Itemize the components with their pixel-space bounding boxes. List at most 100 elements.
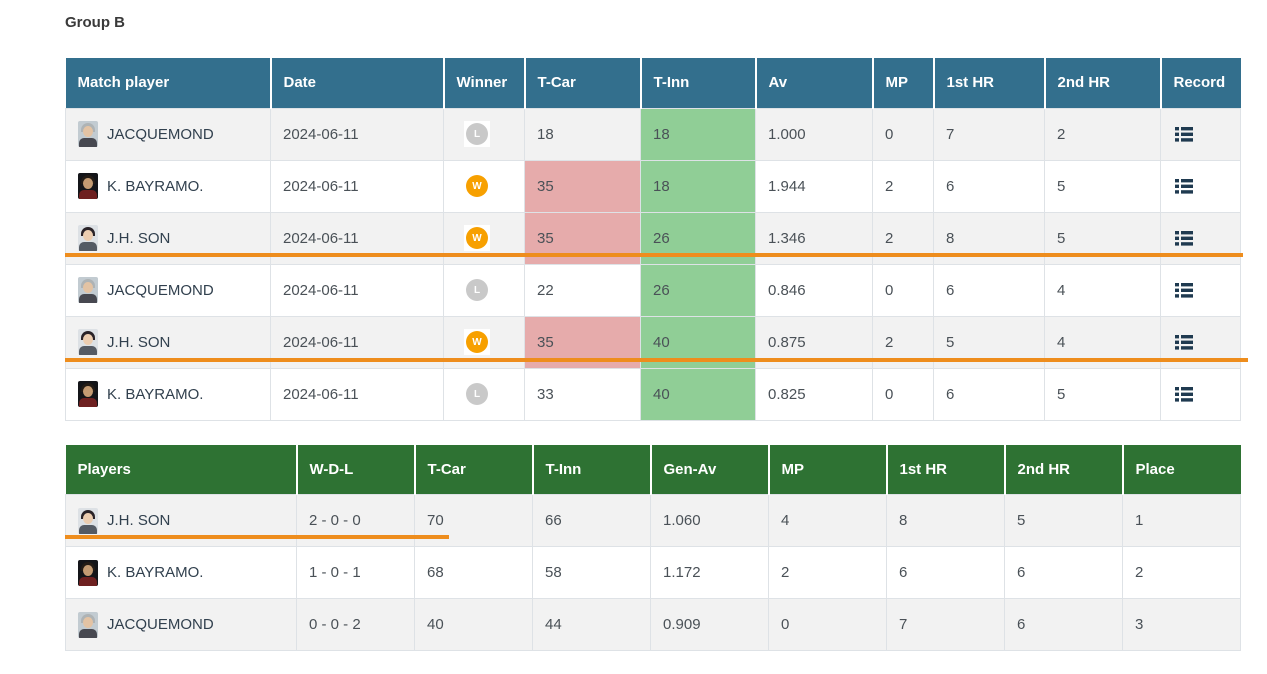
second-hr-cell: 5: [1004, 494, 1123, 547]
standings-row[interactable]: JACQUEMOND 0 - 0 - 2 40 44 0.909 0 7 6 3: [65, 598, 1241, 651]
match-results-table: Match player Date Winner T-Car T-Inn Av …: [65, 58, 1241, 421]
standings-table: Players W-D-L T-Car T-Inn Gen-Av MP 1st …: [65, 444, 1241, 651]
mp-cell: 0: [872, 107, 934, 161]
match-row[interactable]: K. BAYRAMO. 2024-06-11 W 35 18 1.944 2 6…: [65, 159, 1241, 213]
tcar-cell: 70: [414, 494, 533, 547]
tcar-cell: 18: [524, 107, 641, 161]
winner-cell: W: [443, 159, 525, 213]
match-results-table-wrap: Match player Date Winner T-Car T-Inn Av …: [65, 58, 1248, 421]
header-date: Date: [270, 58, 445, 108]
standings-row[interactable]: K. BAYRAMO. 1 - 0 - 1 68 58 1.172 2 6 6 …: [65, 546, 1241, 599]
player-cell: J.H. SON: [65, 211, 271, 265]
record-cell: [1160, 211, 1241, 265]
player-cell: K. BAYRAMO.: [65, 546, 297, 599]
player-name: JACQUEMOND: [107, 125, 214, 143]
first-hr-cell: 6: [933, 367, 1045, 421]
tinn-cell: 40: [640, 367, 756, 421]
header-mp: MP: [872, 58, 935, 108]
player-cell: J.H. SON: [65, 315, 271, 369]
first-hr-cell: 6: [933, 159, 1045, 213]
record-cell: [1160, 159, 1241, 213]
result-letter: W: [466, 227, 488, 249]
tcar-cell: 22: [524, 263, 641, 317]
header-mp: MP: [768, 444, 888, 495]
record-list-icon[interactable]: [1175, 387, 1193, 402]
header-tinn: T-Inn: [532, 444, 652, 495]
result-letter: W: [466, 175, 488, 197]
average-cell: 0.825: [755, 367, 873, 421]
date-cell: 2024-06-11: [270, 315, 444, 369]
player-name: JACQUEMOND: [107, 281, 214, 299]
result-badge: W: [464, 173, 490, 199]
player-cell: K. BAYRAMO.: [65, 367, 271, 421]
player-name: K. BAYRAMO.: [107, 564, 204, 581]
tinn-cell: 58: [532, 546, 651, 599]
tcar-cell: 33: [524, 367, 641, 421]
header-winner: Winner: [443, 58, 526, 108]
header-place: Place: [1122, 444, 1241, 495]
match-row[interactable]: J.H. SON 2024-06-11 W 35 26 1.346 2 8 5: [65, 211, 1241, 265]
mp-cell: 0: [768, 598, 887, 651]
tinn-cell: 44: [532, 598, 651, 651]
player-avatar: [78, 507, 98, 534]
player-avatar: [78, 329, 98, 355]
date-cell: 2024-06-11: [270, 107, 444, 161]
date-cell: 2024-06-11: [270, 263, 444, 317]
record-list-icon[interactable]: [1175, 283, 1193, 298]
place-cell: 3: [1122, 598, 1241, 651]
mp-cell: 0: [872, 367, 934, 421]
player-avatar: [78, 173, 98, 199]
tinn-cell: 26: [640, 263, 756, 317]
result-badge: W: [464, 225, 490, 251]
record-list-icon[interactable]: [1175, 335, 1193, 350]
wdl-cell: 2 - 0 - 0: [296, 494, 415, 547]
tinn-cell: 18: [640, 159, 756, 213]
second-hr-cell: 5: [1044, 211, 1161, 265]
result-letter: W: [466, 331, 488, 353]
place-cell: 1: [1122, 494, 1241, 547]
winner-cell: W: [443, 211, 525, 265]
gen-av-cell: 1.172: [650, 546, 769, 599]
match-row[interactable]: J.H. SON 2024-06-11 W 35 40 0.875 2 5 4: [65, 315, 1241, 369]
standings-row[interactable]: J.H. SON 2 - 0 - 0 70 66 1.060 4 8 5 1: [65, 494, 1241, 547]
second-hr-cell: 2: [1044, 107, 1161, 161]
player-avatar: [78, 611, 98, 638]
place-cell: 2: [1122, 546, 1241, 599]
second-hr-cell: 4: [1044, 263, 1161, 317]
winner-cell: L: [443, 107, 525, 161]
wdl-cell: 1 - 0 - 1: [296, 546, 415, 599]
header-second-hr: 2nd HR: [1004, 444, 1124, 495]
player-avatar: [78, 277, 98, 303]
average-cell: 1.944: [755, 159, 873, 213]
match-row[interactable]: K. BAYRAMO. 2024-06-11 L 33 40 0.825 0 6…: [65, 367, 1241, 421]
wdl-cell: 0 - 0 - 2: [296, 598, 415, 651]
match-row[interactable]: JACQUEMOND 2024-06-11 L 22 26 0.846 0 6 …: [65, 263, 1241, 317]
record-list-icon[interactable]: [1175, 127, 1193, 142]
record-list-icon[interactable]: [1175, 231, 1193, 246]
result-letter: L: [466, 279, 488, 301]
player-name: J.H. SON: [107, 512, 171, 529]
header-match-player: Match player: [65, 58, 272, 108]
date-cell: 2024-06-11: [270, 211, 444, 265]
record-list-icon[interactable]: [1175, 179, 1193, 194]
mp-cell: 2: [872, 159, 934, 213]
result-badge: L: [464, 277, 490, 303]
player-name: K. BAYRAMO.: [107, 177, 204, 195]
player-name: J.H. SON: [107, 333, 171, 351]
match-row[interactable]: JACQUEMOND 2024-06-11 L 18 18 1.000 0 7 …: [65, 107, 1241, 161]
header-av: Av: [755, 58, 874, 108]
player-avatar: [78, 381, 98, 407]
record-cell: [1160, 315, 1241, 369]
record-cell: [1160, 367, 1241, 421]
header-first-hr: 1st HR: [933, 58, 1046, 108]
mp-cell: 2: [768, 546, 887, 599]
header-gen-av: Gen-Av: [650, 444, 770, 495]
gen-av-cell: 0.909: [650, 598, 769, 651]
first-hr-cell: 6: [886, 546, 1005, 599]
player-name: J.H. SON: [107, 229, 171, 247]
record-cell: [1160, 263, 1241, 317]
result-badge: W: [464, 329, 490, 355]
first-hr-cell: 7: [933, 107, 1045, 161]
tcar-cell: 40: [414, 598, 533, 651]
result-badge: L: [464, 121, 490, 147]
